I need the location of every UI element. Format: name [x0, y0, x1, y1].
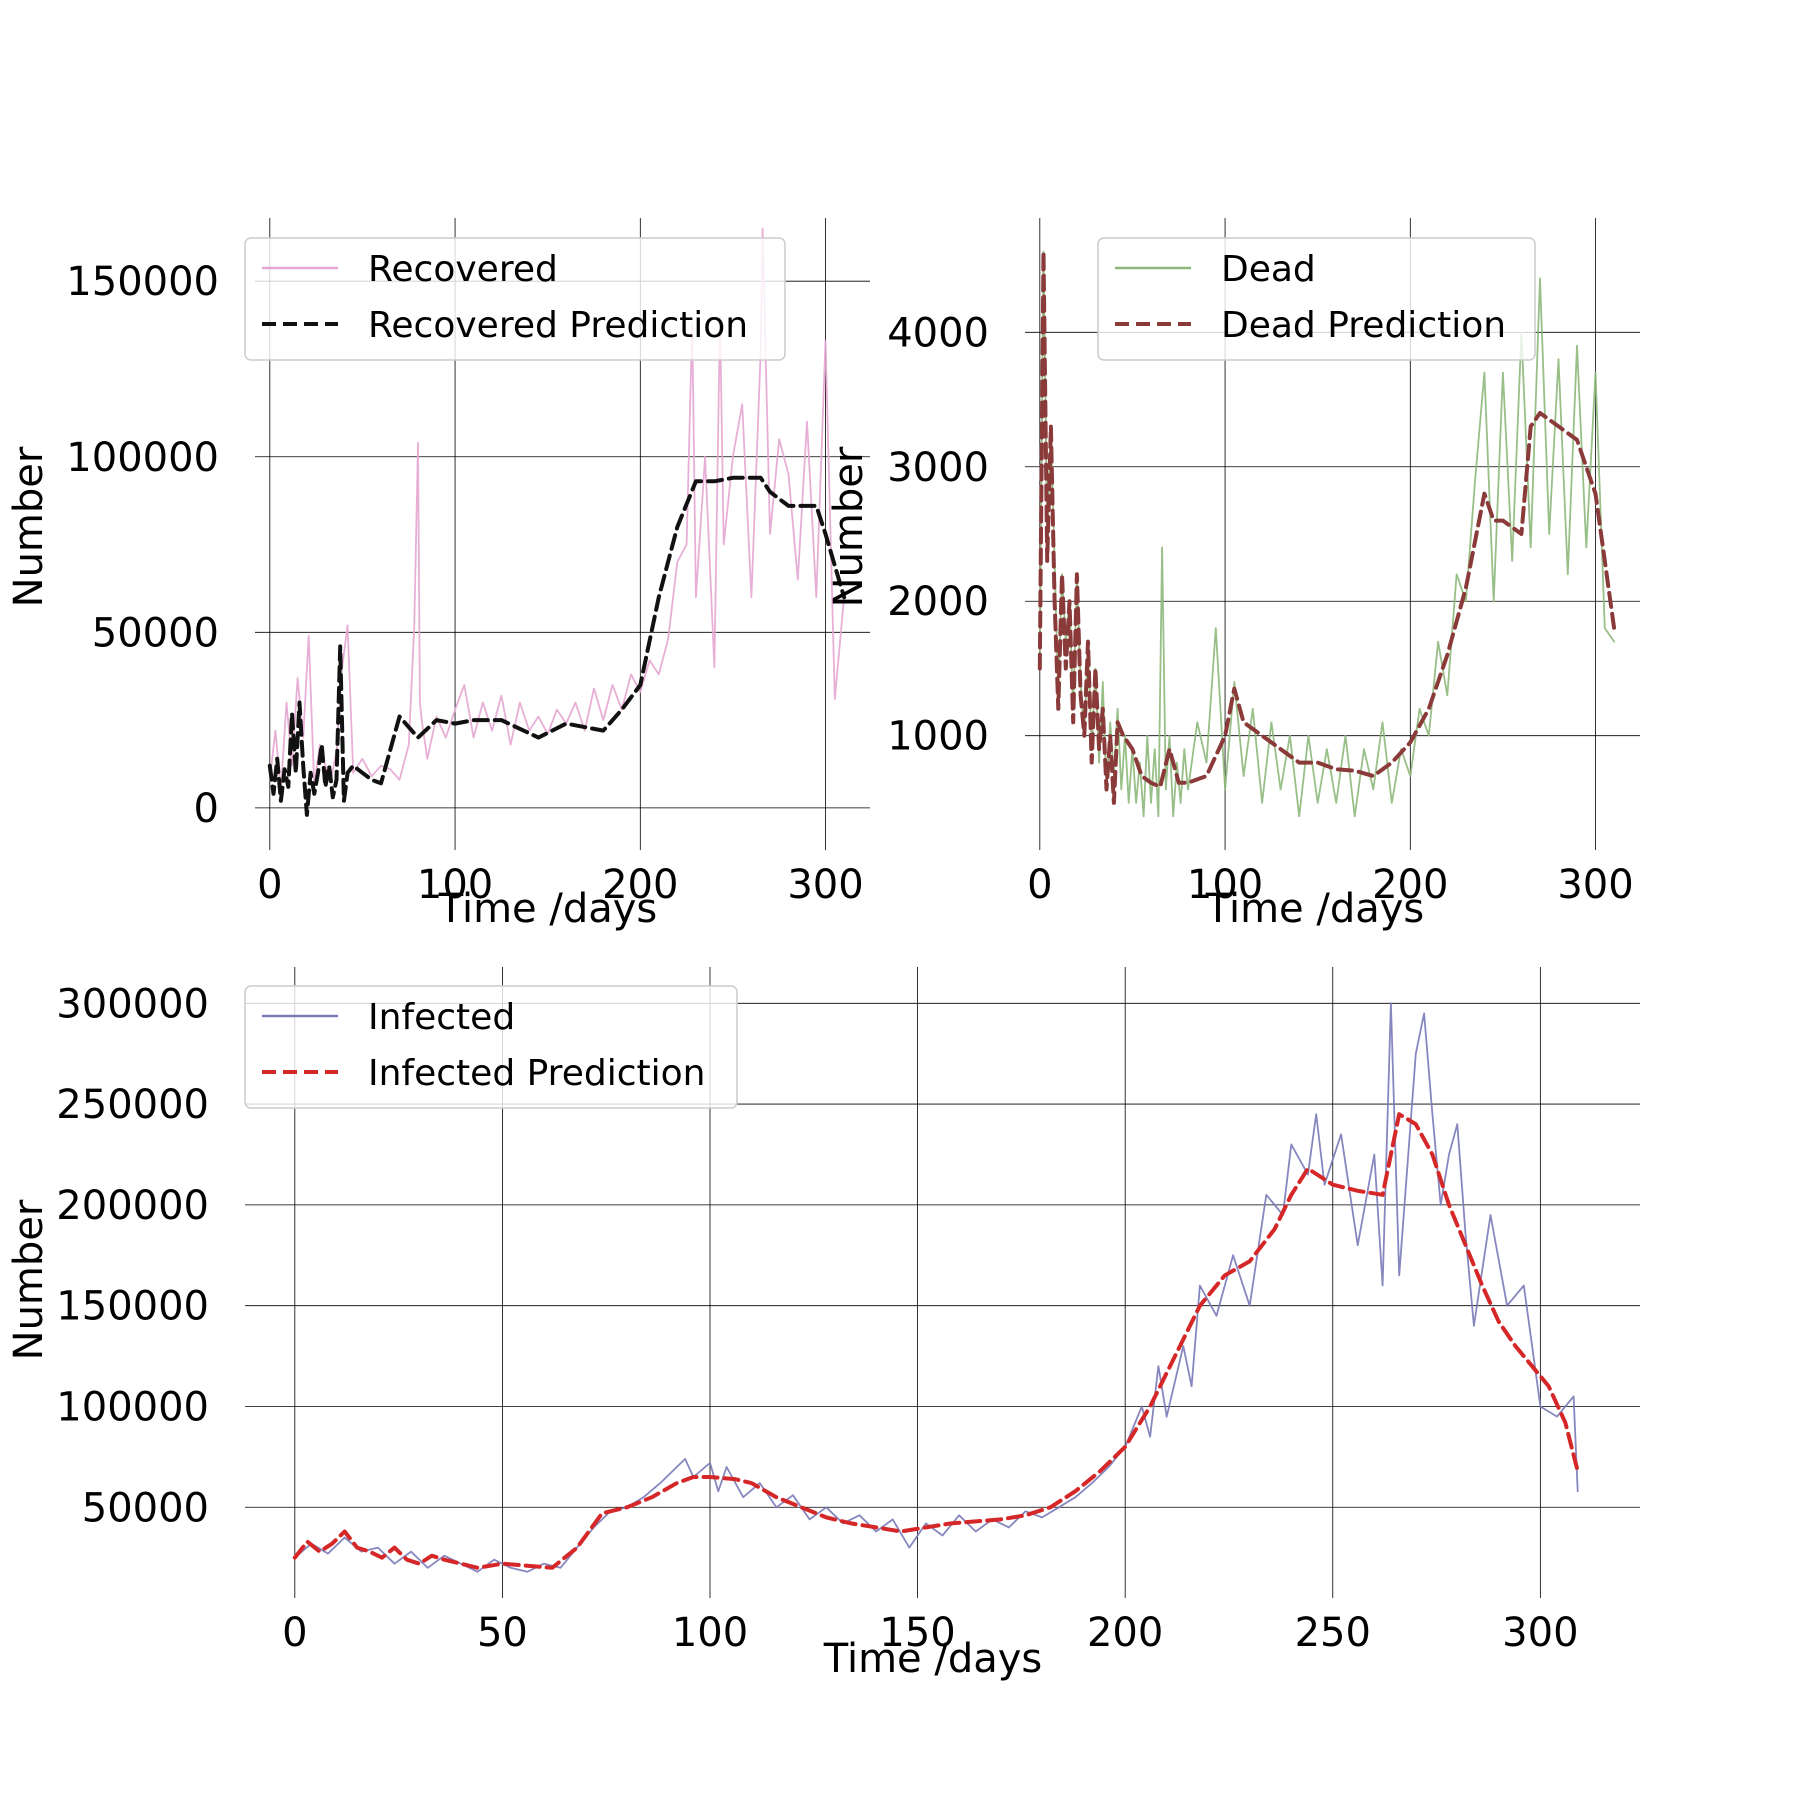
dead-y-tick-label: 3000 [887, 445, 989, 491]
recovered-y-tick-label: 0 [194, 786, 219, 832]
recovered-y-axis-label: Number [6, 446, 52, 607]
infected-legend-label: Infected [368, 997, 515, 1038]
recovered-x-tick-label: 200 [602, 862, 678, 908]
dead-prediction-line [1037, 249, 1617, 805]
dead-legend: Dead Dead Prediction [1097, 237, 1536, 361]
recovered-x-tick-label: 0 [257, 862, 282, 908]
infected-y-tick-label: 50000 [82, 1485, 209, 1531]
infected-tick-labels: 0 50 100 150 200 250 300 50000 100000 150000 20000… [56, 981, 1578, 1656]
dead-y-tick-label: 2000 [887, 579, 989, 625]
infected-y-tick-label: 150000 [56, 1284, 209, 1330]
recovered-x-tick-label: 100 [417, 862, 493, 908]
infected-y-tick-label: 100000 [56, 1384, 209, 1430]
dead-y-tick-label: 1000 [887, 714, 989, 760]
infected-x-tick-label: 300 [1502, 1610, 1578, 1656]
infected-x-tick-label: 0 [282, 1610, 307, 1656]
dead-legend-label: Dead [1221, 249, 1316, 290]
infected-y-tick-label: 200000 [56, 1183, 209, 1229]
recovered-tick-labels: 0 100 200 300 0 50000 100000 150000 [66, 259, 863, 908]
dead-tick-labels: 0 100 200 300 1000 2000 3000 4000 [887, 310, 1634, 908]
dead-prediction-legend-label: Dead Prediction [1221, 305, 1506, 346]
recovered-prediction-line [267, 475, 847, 817]
infected-series-group [292, 1002, 1580, 1573]
infected-y-tick-label: 250000 [56, 1082, 209, 1128]
infected-prediction-legend-label: Infected Prediction [368, 1053, 705, 1094]
recovered-y-tick-label: 50000 [92, 610, 219, 656]
infected-x-tick-label: 150 [879, 1610, 955, 1656]
infected-x-tick-label: 250 [1295, 1610, 1371, 1656]
recovered-x-axis-label: Time /days [438, 886, 658, 932]
recovered-legend: Recovered Recovered Prediction [244, 237, 786, 361]
recovered-legend-label: Recovered [368, 249, 558, 290]
recovered-prediction-legend-label: Recovered Prediction [368, 305, 748, 346]
recovered-y-tick-label: 150000 [66, 259, 219, 305]
infected-x-tick-label: 200 [1087, 1610, 1163, 1656]
dead-series-group [1037, 249, 1617, 818]
recovered-series-group [267, 227, 847, 817]
dead-legend-box [1097, 237, 1536, 361]
dead-x-tick-label: 200 [1372, 862, 1448, 908]
dead-x-tick-label: 100 [1187, 862, 1263, 908]
infected-y-axis-label: Number [6, 1199, 52, 1360]
infected-y-tick-label: 300000 [56, 981, 209, 1027]
recovered-x-tick-label: 300 [787, 862, 863, 908]
infected-panel: 0 50 100 150 200 250 300 50000 100000 150000 20000… [6, 967, 1640, 1682]
dead-x-tick-label: 300 [1557, 862, 1633, 908]
dead-x-axis-label: Time /days [1205, 886, 1425, 932]
recovered-legend-box [244, 237, 786, 361]
infected-x-axis-label: Time /days [823, 1636, 1043, 1682]
infected-x-tick-label: 50 [477, 1610, 528, 1656]
infected-legend-box [244, 985, 738, 1109]
infected-legend: Infected Infected Prediction [244, 985, 738, 1109]
dead-x-tick-label: 0 [1027, 862, 1052, 908]
infected-data-line [293, 1002, 1579, 1573]
dead-panel: 0 100 200 300 1000 2000 3000 4000 Time /days Nu… [826, 218, 1640, 932]
dead-y-axis-label: Number [826, 446, 872, 607]
infected-x-tick-label: 100 [672, 1610, 748, 1656]
dead-y-tick-label: 4000 [887, 310, 989, 356]
recovered-y-tick-label: 100000 [66, 435, 219, 481]
infected-prediction-line [292, 1112, 1580, 1570]
